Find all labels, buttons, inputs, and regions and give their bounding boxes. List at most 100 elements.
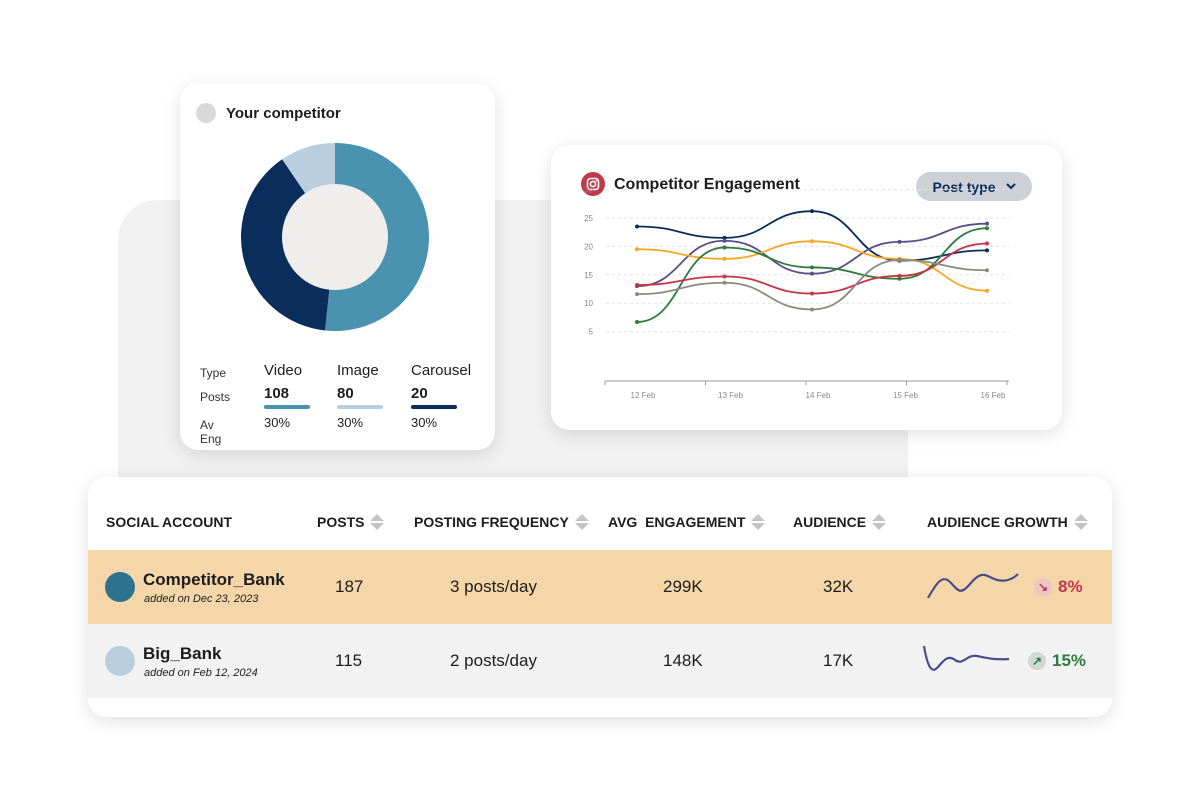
data-point bbox=[722, 280, 727, 285]
x-tick-label: 13 Feb bbox=[718, 391, 743, 400]
competitor-table: SOCIAL ACCOUNT POSTS POSTING FREQUENCY A… bbox=[88, 477, 1112, 717]
type-bar bbox=[337, 405, 383, 409]
type-posts: 108 bbox=[264, 385, 290, 402]
growth-sparkline bbox=[922, 645, 1010, 671]
data-point bbox=[635, 224, 639, 229]
sort-icon[interactable] bbox=[751, 514, 766, 530]
chevron-down-icon bbox=[1005, 183, 1016, 190]
data-point bbox=[897, 273, 902, 278]
account-added-date: added on Feb 12, 2024 bbox=[144, 667, 258, 679]
engagement-cell: 299K bbox=[663, 577, 703, 596]
y-tick-label: 10 bbox=[584, 299, 593, 308]
data-point bbox=[985, 221, 989, 226]
donut-hole bbox=[282, 184, 388, 290]
data-point bbox=[985, 288, 989, 293]
type-name: Carousel bbox=[411, 362, 472, 379]
audience-cell: 32K bbox=[823, 577, 854, 596]
engagement-cell: 148K bbox=[663, 651, 703, 670]
competitor-avatar bbox=[196, 103, 216, 123]
account-avatar bbox=[105, 572, 135, 602]
type-label: Type bbox=[200, 366, 227, 380]
header-avg-engagement[interactable]: AVG ENGAGEMENT bbox=[608, 514, 766, 530]
sort-icon[interactable] bbox=[370, 514, 385, 530]
data-point bbox=[985, 226, 989, 231]
type-name: Video bbox=[264, 362, 303, 379]
audience-cell: 17K bbox=[823, 651, 854, 670]
type-image: Image 80 30% bbox=[337, 362, 417, 430]
engagement-line-chart: 5 10 15 20 25 30 12 Feb 13 Feb 14 Feb 15 Feb 16 Fe… bbox=[584, 186, 1009, 400]
data-point bbox=[985, 241, 989, 246]
table-row[interactable]: Big_Bank added on Feb 12, 2024 115 2 pos… bbox=[88, 624, 1112, 698]
sort-icon[interactable] bbox=[1073, 514, 1088, 530]
header-posting-frequency[interactable]: POSTING FREQUENCY bbox=[414, 514, 589, 530]
posts-label: Posts bbox=[200, 390, 231, 404]
card-title: Your competitor bbox=[226, 105, 341, 122]
type-name: Image bbox=[337, 362, 379, 379]
data-point bbox=[810, 307, 814, 312]
frequency-cell: 3 posts/day bbox=[450, 577, 537, 596]
y-tick-label: 5 bbox=[589, 328, 594, 337]
data-point bbox=[635, 283, 639, 288]
growth-value: 8% bbox=[1058, 577, 1083, 596]
x-tick-label: 14 Feb bbox=[806, 391, 831, 400]
dropdown-label: Post type bbox=[932, 178, 996, 195]
type-video: Video 108 30% bbox=[264, 362, 344, 430]
sort-icon[interactable] bbox=[872, 514, 887, 530]
donut-chart bbox=[241, 143, 430, 331]
type-carousel: Carousel 20 30% bbox=[411, 362, 491, 430]
header-label: POSTS bbox=[317, 514, 365, 530]
header-audience-growth[interactable]: AUDIENCE GROWTH bbox=[927, 514, 1088, 530]
data-point bbox=[897, 258, 902, 263]
chart-title: Competitor Engagement bbox=[614, 176, 800, 193]
type-posts: 20 bbox=[411, 385, 428, 402]
header-label: AVG ENGAGEMENT bbox=[608, 514, 746, 530]
account-name: Competitor_Bank bbox=[143, 570, 285, 589]
data-point bbox=[810, 291, 814, 296]
frequency-cell: 2 posts/day bbox=[450, 651, 537, 670]
sort-icon[interactable] bbox=[574, 514, 589, 530]
data-point bbox=[810, 209, 814, 214]
x-tick-label: 16 Feb bbox=[981, 391, 1006, 400]
data-point bbox=[722, 235, 727, 240]
data-point bbox=[985, 248, 989, 253]
header-label: POSTING FREQUENCY bbox=[414, 514, 569, 530]
header-label: AUDIENCE GROWTH bbox=[927, 514, 1068, 530]
data-point bbox=[810, 239, 814, 244]
data-point bbox=[897, 276, 902, 281]
account-name: Big_Bank bbox=[143, 644, 222, 663]
posts-cell: 187 bbox=[335, 577, 364, 596]
competitor-post-type-card: Your competitor Type Posts Av Eng Video … bbox=[180, 83, 495, 450]
growth-cell: ↘ 8% bbox=[1034, 550, 1083, 624]
data-point bbox=[897, 239, 902, 244]
header-posts[interactable]: POSTS bbox=[317, 514, 385, 530]
arrow-up-right-icon: ↗ bbox=[1028, 652, 1046, 670]
header-social-account[interactable]: SOCIAL ACCOUNT bbox=[106, 514, 232, 530]
y-tick-label: 20 bbox=[584, 242, 593, 251]
growth-sparkline bbox=[927, 573, 1019, 599]
type-bar bbox=[411, 405, 457, 409]
account-added-date: added on Dec 23, 2023 bbox=[144, 593, 259, 605]
data-point bbox=[810, 271, 814, 276]
header-audience[interactable]: AUDIENCE bbox=[793, 514, 887, 530]
header-label: AUDIENCE bbox=[793, 514, 867, 530]
type-posts: 80 bbox=[337, 385, 354, 402]
data-point bbox=[985, 268, 989, 273]
y-tick-label: 30 bbox=[584, 186, 593, 195]
data-point bbox=[810, 265, 814, 270]
posts-cell: 115 bbox=[335, 651, 363, 670]
data-point bbox=[635, 247, 639, 252]
competitor-engagement-card: Competitor Engagement Post type 5 10 15 20 2… bbox=[551, 145, 1062, 430]
data-point bbox=[722, 274, 727, 279]
data-point bbox=[722, 245, 727, 250]
type-av-eng: 30% bbox=[337, 415, 364, 430]
table-row[interactable]: Competitor_Bank added on Dec 23, 2023 18… bbox=[88, 550, 1112, 624]
x-tick-label: 12 Feb bbox=[631, 391, 656, 400]
data-point bbox=[635, 319, 639, 324]
account-avatar bbox=[105, 646, 135, 676]
data-point bbox=[722, 238, 727, 243]
post-type-dropdown[interactable]: Post type bbox=[916, 172, 1032, 201]
type-av-eng: 30% bbox=[411, 415, 438, 430]
data-point bbox=[635, 292, 639, 297]
arrow-down-right-icon: ↘ bbox=[1034, 578, 1052, 596]
y-tick-label: 15 bbox=[584, 271, 593, 280]
